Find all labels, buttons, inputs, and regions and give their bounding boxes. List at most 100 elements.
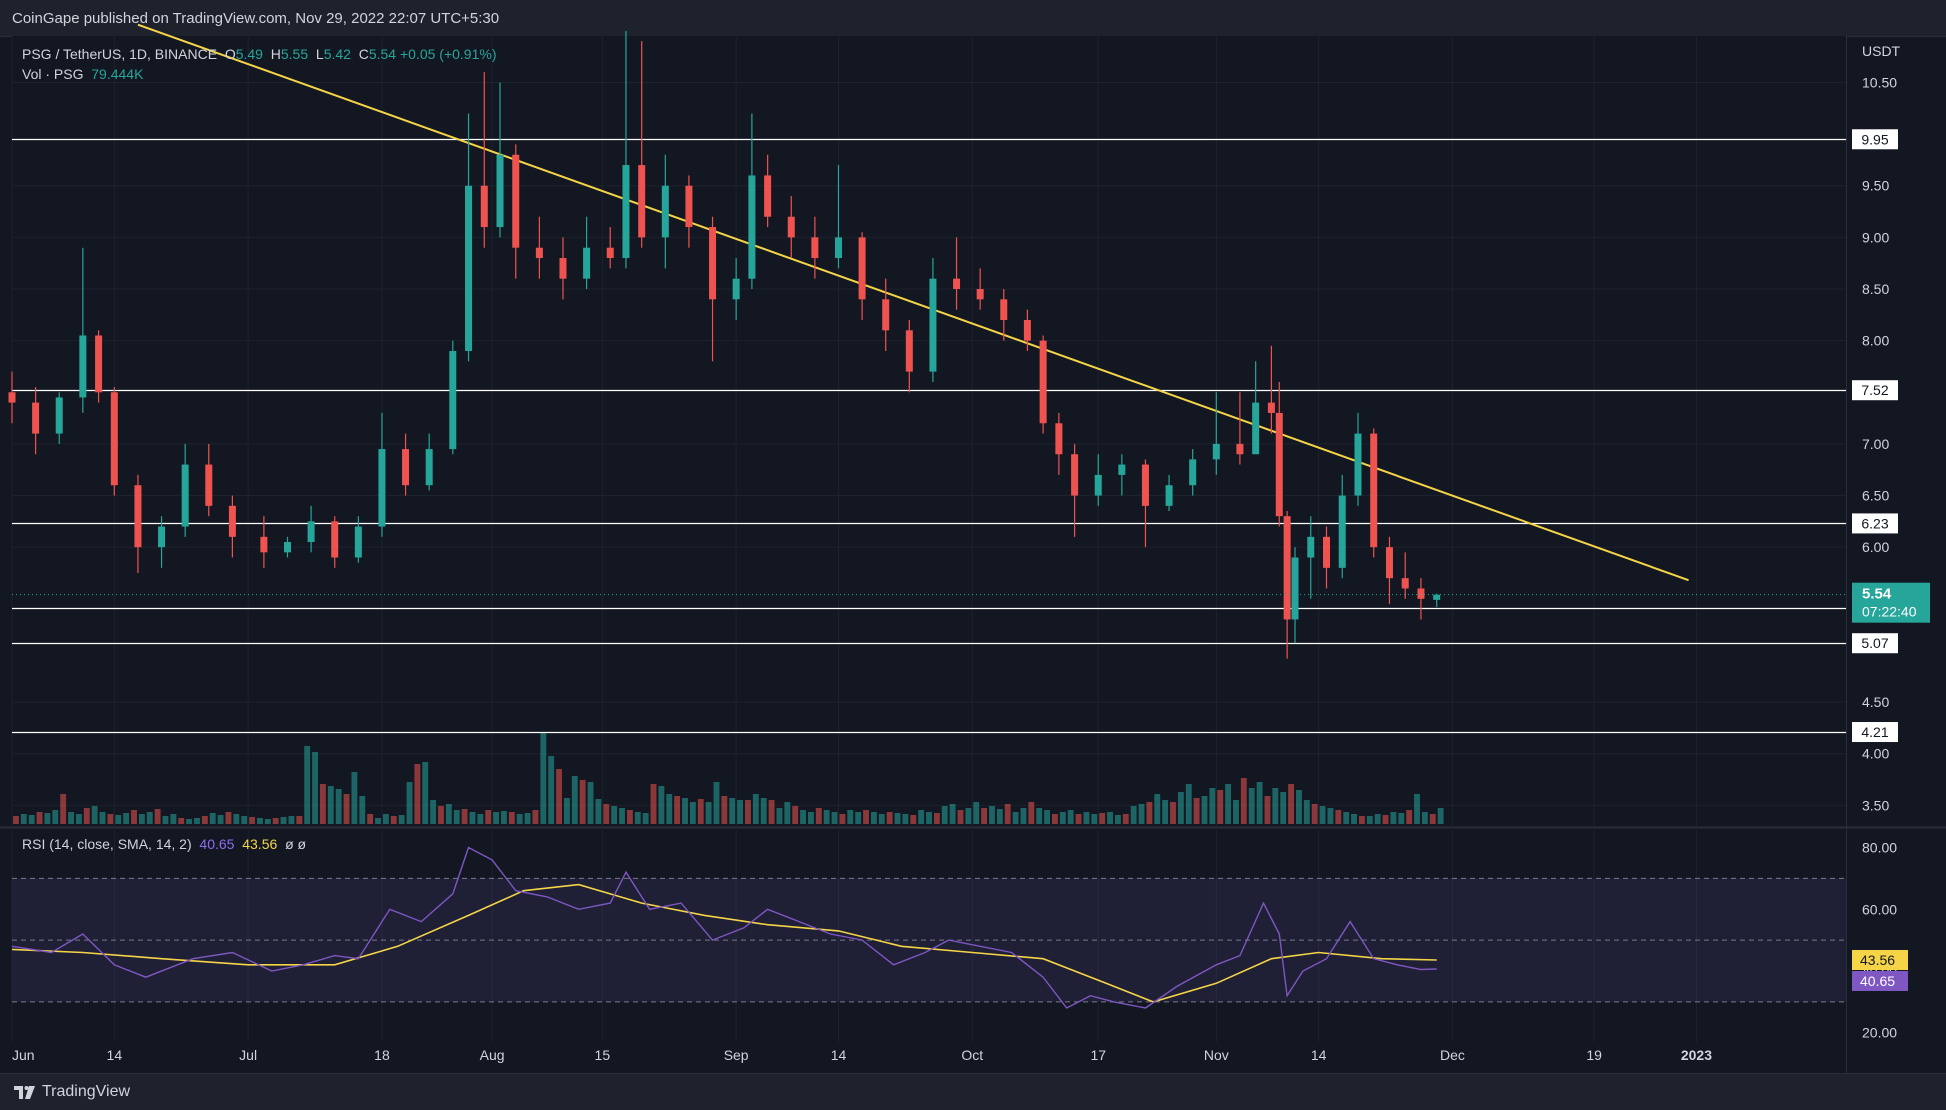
- candle-body: [79, 335, 87, 398]
- candle-body: [709, 227, 717, 300]
- volume-bar: [957, 810, 964, 824]
- volume-bar: [1421, 812, 1428, 824]
- volume-bar: [1280, 792, 1287, 824]
- open-label: O: [224, 46, 236, 62]
- price-tick-label: 9.00: [1862, 229, 1889, 245]
- volume-bar: [1146, 802, 1153, 824]
- volume-bar: [1099, 813, 1106, 824]
- volume-bar: [304, 746, 311, 824]
- volume-bar: [1209, 788, 1216, 824]
- volume-bar: [784, 802, 791, 824]
- volume-bar: [697, 799, 704, 824]
- candle-body: [748, 175, 756, 279]
- volume-bar: [445, 804, 452, 824]
- candle-body: [1322, 536, 1330, 568]
- volume-bar: [146, 812, 153, 824]
- volume-bar: [894, 813, 901, 824]
- symbol-label[interactable]: PSG / TetherUS, 1D, BINANCE: [22, 46, 218, 62]
- candle-body: [1039, 340, 1047, 424]
- candle-body: [307, 521, 315, 543]
- candle-body: [1236, 443, 1244, 455]
- volume-bar: [949, 804, 956, 824]
- volume-bar: [406, 782, 413, 824]
- volume-bar: [1201, 796, 1208, 824]
- volume-bar: [1170, 802, 1176, 824]
- volume-bar: [745, 800, 751, 824]
- candle-body: [834, 237, 842, 259]
- currency-label: USDT: [1862, 43, 1901, 59]
- time-tick-label: 14: [831, 1047, 847, 1063]
- rsi-ma-badge: [1852, 950, 1908, 971]
- volume-bar: [1122, 814, 1129, 824]
- volume-bar: [1414, 794, 1420, 824]
- volume-bar: [367, 814, 374, 824]
- volume-bar: [272, 818, 279, 824]
- last-price-badge: [1852, 582, 1930, 623]
- volume-bar: [666, 794, 673, 824]
- rsi-label[interactable]: RSI (14, close, SMA, 14, 2): [22, 836, 192, 852]
- rsi-band-fill: [12, 878, 1846, 1002]
- volume-bar: [989, 806, 995, 824]
- candle-body: [858, 237, 866, 300]
- volume-bar: [83, 808, 90, 824]
- volume-bar: [430, 800, 437, 824]
- volume-bar: [768, 800, 775, 824]
- candle-body: [764, 175, 772, 217]
- volume-bar: [13, 816, 19, 824]
- volume-bar: [1398, 813, 1405, 824]
- candle-body: [1385, 547, 1393, 579]
- time-tick-label: 14: [1311, 1047, 1327, 1063]
- candle-body: [882, 299, 890, 331]
- level-label: 5.07: [1861, 635, 1888, 651]
- volume-bar: [335, 789, 342, 824]
- candle-body: [465, 185, 473, 351]
- candle-body: [205, 464, 213, 506]
- volume-bar: [68, 812, 74, 824]
- volume-bar: [823, 810, 830, 824]
- candle-body: [228, 505, 236, 537]
- volume-bar: [107, 814, 114, 824]
- volume-bar: [241, 816, 248, 824]
- rsi-extra: ø ø: [285, 836, 307, 852]
- volume-bar: [1358, 816, 1365, 824]
- volume-bar: [634, 812, 641, 824]
- volume-bar: [343, 794, 350, 824]
- volume-label[interactable]: Vol · PSG: [22, 66, 84, 82]
- volume-bar: [414, 764, 421, 824]
- close-label: C: [358, 46, 369, 62]
- volume-bar: [1004, 804, 1011, 824]
- volume-bar: [20, 814, 27, 824]
- candle-body: [976, 289, 984, 300]
- volume-bar: [886, 812, 893, 824]
- price-tick-label: 9.50: [1862, 178, 1889, 194]
- candle-body: [32, 402, 40, 434]
- low-value: 5.42: [323, 46, 351, 62]
- candle-body: [1283, 516, 1291, 620]
- volume-bar: [863, 810, 869, 824]
- volume-bar: [1351, 814, 1357, 824]
- volume-bar: [1075, 814, 1082, 824]
- volume-bar: [855, 812, 862, 824]
- tradingview-logo-icon: [14, 1086, 35, 1099]
- level-label-box: [1852, 129, 1898, 150]
- volume-bar: [319, 784, 326, 824]
- volume-bar: [422, 762, 429, 824]
- volume-bar: [689, 802, 696, 824]
- candle-body: [1141, 464, 1149, 506]
- volume-bar: [1107, 812, 1113, 824]
- volume-bar: [1177, 792, 1184, 824]
- volume-bar: [327, 786, 334, 824]
- volume-bar: [973, 802, 980, 824]
- high-label: H: [270, 46, 281, 62]
- volume-bar: [1193, 798, 1200, 824]
- volume-bar: [359, 796, 366, 824]
- volume-bar: [524, 813, 531, 824]
- price-tick-label: 8.50: [1862, 281, 1889, 297]
- volume-bar: [1429, 814, 1436, 824]
- volume-bar: [453, 810, 460, 824]
- tradingview-brand[interactable]: TradingView: [42, 1083, 131, 1100]
- candle-body: [1370, 433, 1378, 548]
- volume-bar: [556, 769, 562, 824]
- volume-bars: [13, 732, 1444, 824]
